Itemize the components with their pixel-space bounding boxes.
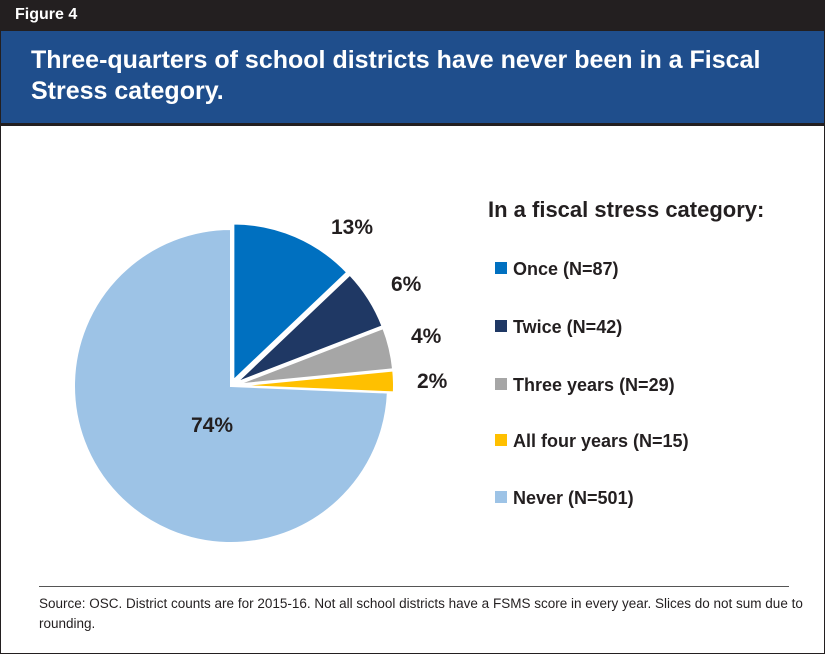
legend-item: Three years (N=29)	[495, 375, 675, 396]
source-note: Source: OSC. District counts are for 201…	[39, 596, 803, 631]
legend-item: Never (N=501)	[495, 488, 634, 509]
legend-item: Twice (N=42)	[495, 317, 622, 338]
legend-swatch	[495, 434, 507, 446]
pie-slice	[73, 227, 389, 544]
legend-item: All four years (N=15)	[495, 431, 689, 452]
legend-swatch	[495, 491, 507, 503]
legend-label: Never (N=501)	[513, 488, 634, 508]
legend-label: All four years (N=15)	[513, 431, 689, 451]
legend-swatch	[495, 262, 507, 274]
pie-slice	[232, 222, 349, 383]
pie-slice	[235, 273, 384, 384]
slice-percent-label: 13%	[331, 216, 373, 239]
slice-percent-label: 4%	[411, 325, 442, 348]
legend-swatch	[495, 378, 507, 390]
legend-label: Once (N=87)	[513, 259, 619, 279]
legend-label: Twice (N=42)	[513, 317, 623, 337]
legend-swatch	[495, 320, 507, 332]
figure-header-bar	[1, 1, 824, 31]
chart-title: Three-quarters of school districts have …	[31, 46, 761, 105]
title-bar	[1, 31, 824, 123]
legend-title: In a fiscal stress category:	[488, 197, 765, 222]
figure-label: Figure 4	[15, 6, 78, 23]
legend-label: Three years (N=29)	[513, 375, 675, 395]
source-divider	[39, 586, 789, 587]
pie-slice	[236, 326, 395, 386]
legend-item: Once (N=87)	[495, 259, 619, 280]
pie-chart: 13% 6% 4% 2% 74%	[73, 216, 448, 544]
slice-percent-label: 6%	[391, 273, 422, 296]
title-divider	[1, 123, 824, 126]
slice-percent-label: 74%	[191, 414, 233, 437]
slice-percent-label: 2%	[417, 370, 448, 393]
